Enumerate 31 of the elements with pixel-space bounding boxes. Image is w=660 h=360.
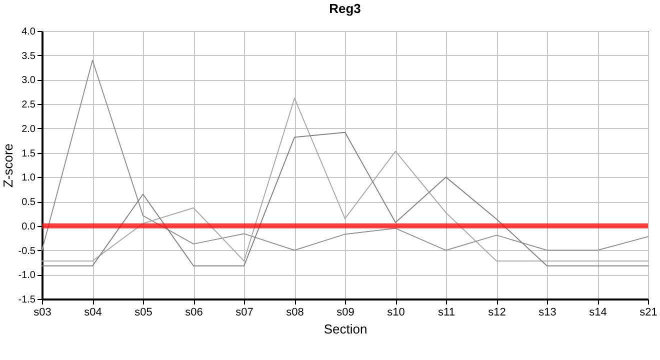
y-tick-label: 0.5 xyxy=(22,197,36,208)
x-tick-label: s11 xyxy=(438,306,455,318)
line-series xyxy=(42,98,648,262)
x-tick-label: s03 xyxy=(34,306,52,318)
x-tick-label: s14 xyxy=(589,306,607,318)
line-series xyxy=(42,60,648,251)
x-tick-label: s12 xyxy=(488,306,506,318)
y-tick-label: 1.5 xyxy=(22,148,36,160)
y-tick-label: 1.0 xyxy=(22,172,36,184)
x-tick-label: s13 xyxy=(538,306,556,318)
x-axis-title: Section xyxy=(324,322,368,336)
x-tick-label: s09 xyxy=(336,306,354,318)
y-axis-title: Z-score xyxy=(0,143,16,188)
y-tick-label: 3.5 xyxy=(22,50,36,62)
x-tick-label: s10 xyxy=(387,306,405,318)
y-tick-label: -1.5 xyxy=(18,294,36,306)
line-series xyxy=(42,132,648,266)
y-tick-label: -1.0 xyxy=(18,270,36,282)
x-tick-label: s06 xyxy=(185,306,203,318)
x-tick-label: s21 xyxy=(640,306,658,318)
y-tick-label: 3.0 xyxy=(22,75,36,86)
y-tick-label: 2.0 xyxy=(22,124,36,135)
x-tick-label: s05 xyxy=(134,306,152,318)
y-tick-label: 2.5 xyxy=(22,100,36,111)
x-tick-label: s07 xyxy=(236,306,254,318)
y-tick-label: 4.0 xyxy=(22,26,36,38)
x-tick-label: s04 xyxy=(84,306,102,318)
y-tick-label: 0.0 xyxy=(22,221,36,232)
x-tick-label: s08 xyxy=(286,306,304,318)
y-tick-label: -0.5 xyxy=(18,246,36,257)
chart-title: Reg3 xyxy=(329,1,361,16)
